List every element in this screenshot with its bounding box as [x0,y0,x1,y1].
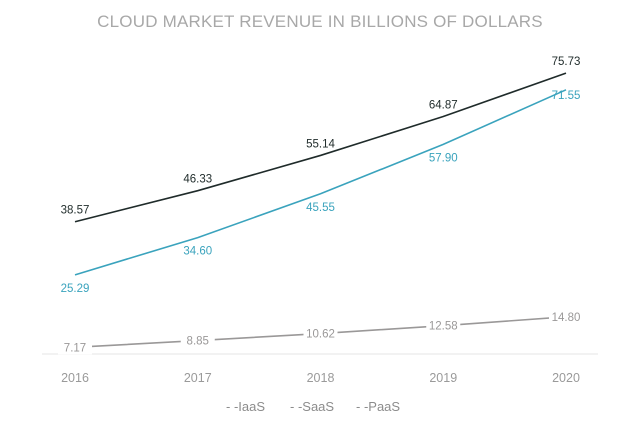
data-label-saas: 64.87 [429,100,458,112]
series-line-saas [74,72,567,223]
x-tick-label: 2016 [61,371,89,385]
x-tick-label: 2017 [184,371,212,385]
legend-entry-iaas: - -IaaS [226,399,265,414]
chart-title: CLOUD MARKET REVENUE IN BILLIONS OF DOLL… [97,12,543,31]
data-label-backing [58,339,92,355]
data-label-iaas: 71.55 [552,90,581,102]
series-line-iaas [74,89,567,276]
data-label-saas: 55.14 [306,138,335,150]
data-label-backing [303,325,338,341]
data-label-iaas: 25.29 [61,283,90,295]
x-tick-label: 2018 [307,371,335,385]
data-label-backing [180,332,215,348]
data-label-saas: 38.57 [61,205,90,217]
x-tick-layer: 2016 2017 2018 2019 2020 [61,371,580,385]
data-label-saas: 75.73 [552,56,581,68]
data-label-iaas: 45.55 [306,202,335,214]
data-label-paas: 12.58 [429,321,458,333]
data-label-backing [549,308,583,324]
data-label-paas: 10.62 [306,329,335,341]
data-label-iaas: 34.60 [183,246,212,258]
x-tick-label: 2020 [552,371,580,385]
x-tick-label: 2019 [429,371,457,385]
data-label-paas: 7.17 [64,342,86,354]
data-label-paas: 14.80 [552,312,581,324]
data-label-iaas: 57.90 [429,152,458,164]
legend: - -IaaS - -SaaS - -PaaS [226,399,400,414]
data-label-saas: 46.33 [183,174,212,186]
data-label-paas: 8.85 [187,336,209,348]
legend-entry-paas: - -PaaS [356,399,400,414]
data-label-backing [426,317,461,333]
legend-entry-saas: - -SaaS [290,399,334,414]
data-label-layer: 25.29 34.60 45.55 57.90 71.55 38.57 46.33 55.14… [58,56,583,355]
